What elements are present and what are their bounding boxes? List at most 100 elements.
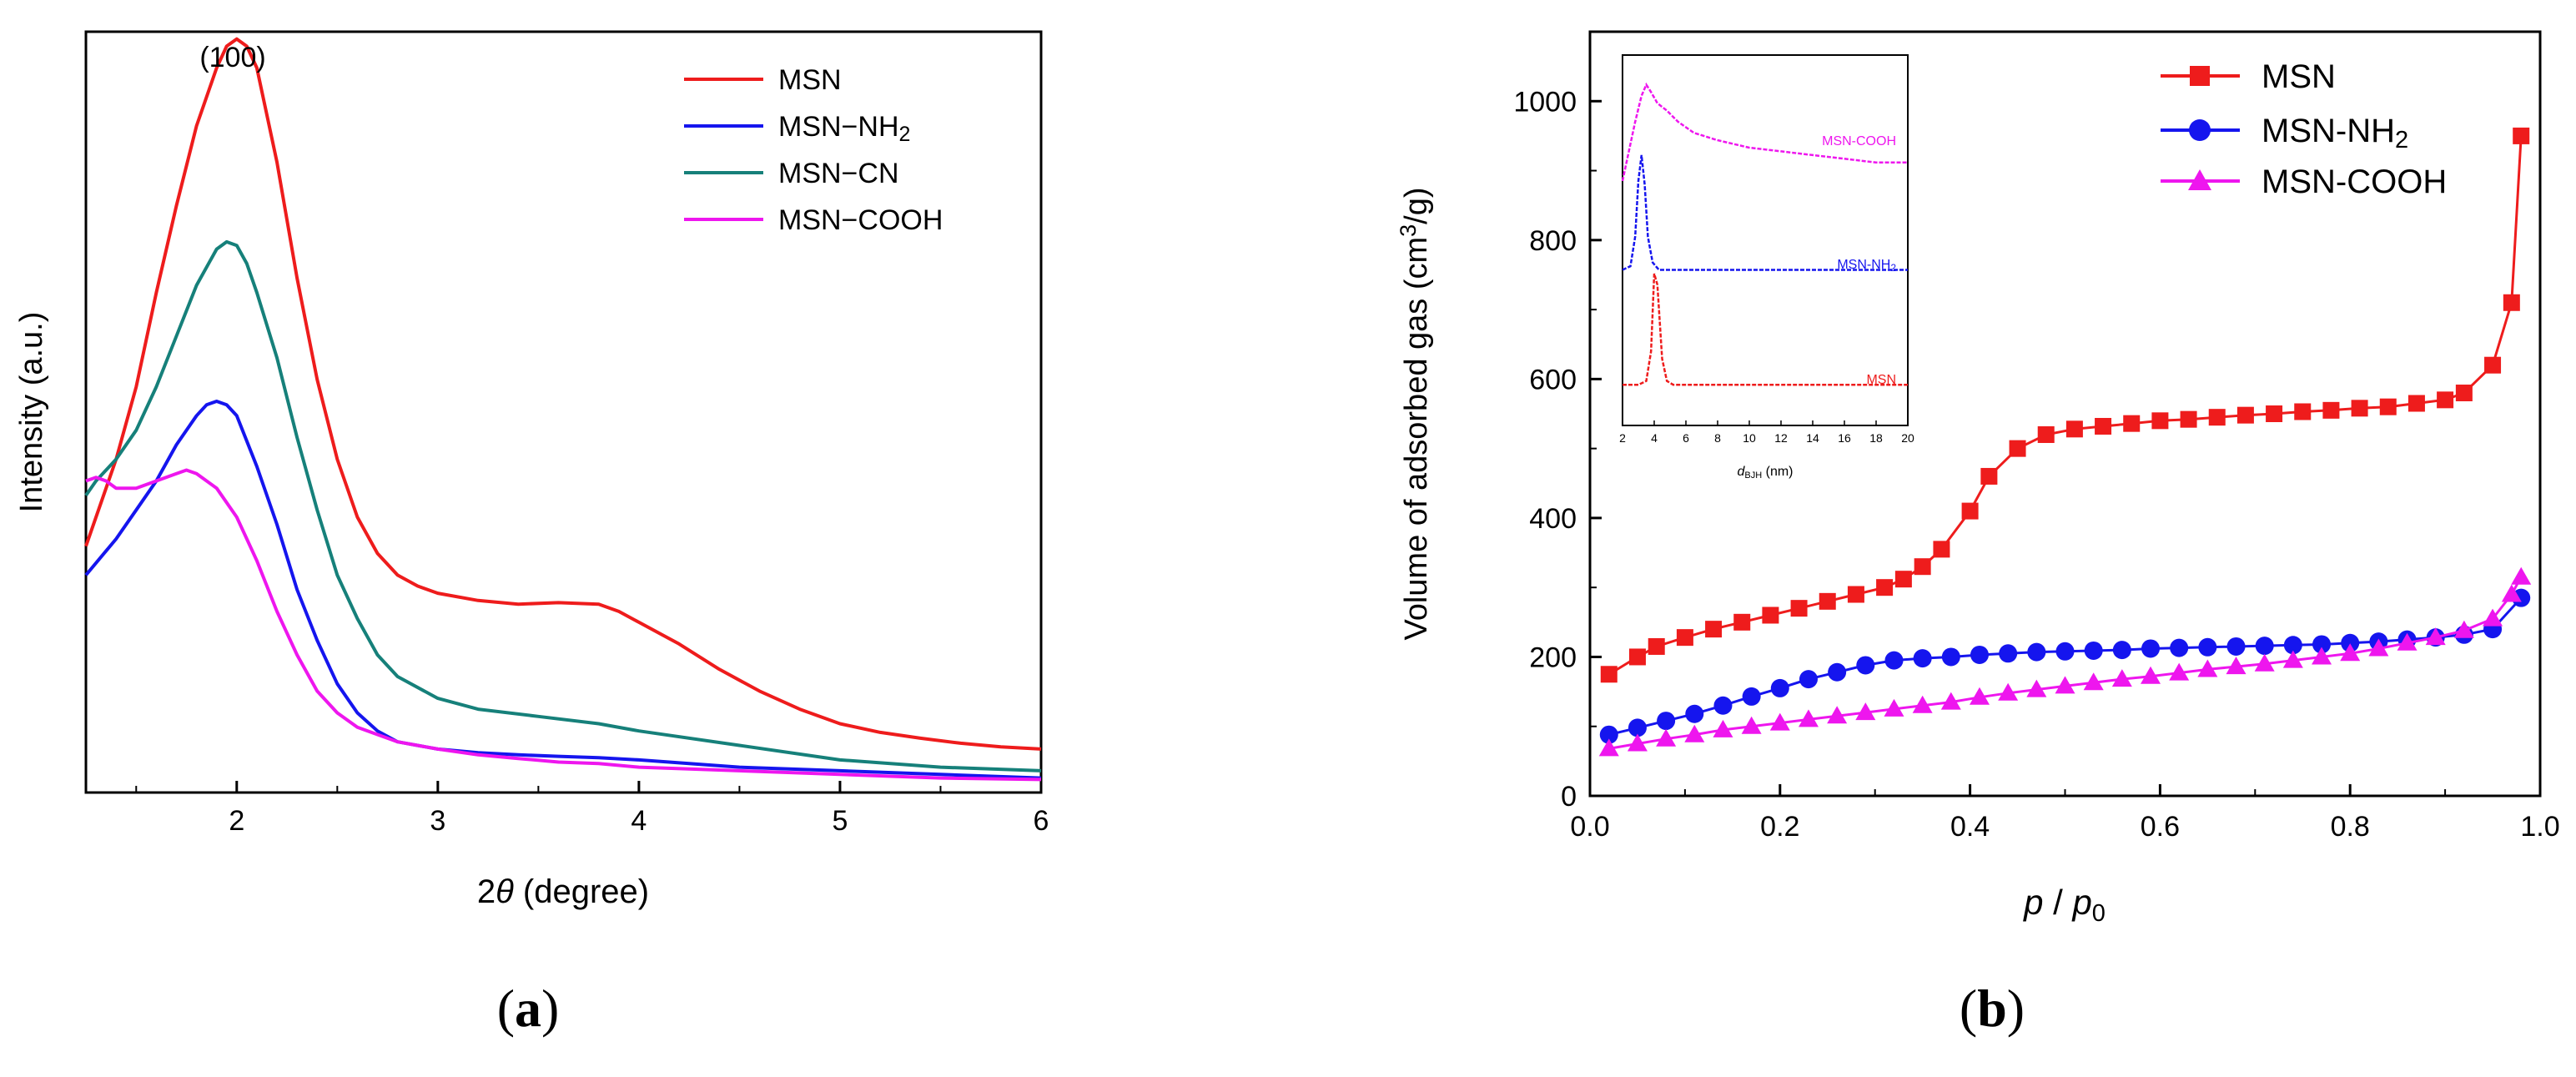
- data-point-msn: [1819, 592, 1836, 610]
- inset-x-tick-label-12: 12: [1774, 431, 1788, 445]
- data-point-msn-cooh: [1940, 692, 1961, 710]
- legend-label-msn-cooh: MSN-COOH: [2262, 164, 2447, 200]
- data-point-msn-nh2: [1599, 725, 1618, 744]
- data-point-msn: [2407, 395, 2425, 412]
- data-point-msn-cooh: [1656, 728, 1677, 747]
- panel-b-axis-ticks: 0.0 0.2 0.4 0.6 0.8 1.0 0 200 400 600 800 1000: [1513, 86, 2559, 843]
- data-point-msn: [1790, 600, 1808, 617]
- data-point-msn-cooh: [1769, 712, 1790, 731]
- legend-label-msn: MSN: [778, 64, 842, 96]
- series-line-msn-nh2: [84, 400, 1042, 780]
- data-point-msn-nh2: [1628, 718, 1647, 737]
- panel-b-x-axis-label: p / p0: [2022, 883, 2106, 927]
- inset-x-tick-label-4: 4: [1651, 431, 1658, 445]
- data-point-msn: [2379, 398, 2397, 415]
- data-point-msn: [1705, 621, 1723, 638]
- data-point-msn-nh2: [1657, 712, 1676, 731]
- panel-b-chart: 0.0 0.2 0.4 0.6 0.8 1.0 0 200 400 600 800 1000 2 4 6 8…: [1396, 30, 2560, 1038]
- data-point-msn-cooh: [1741, 716, 1762, 734]
- panel-b-legend: MSN MSN-NH2 MSN-COOH: [2161, 58, 2447, 200]
- data-point-msn: [1676, 629, 1693, 647]
- series-line-msn: [84, 37, 1042, 751]
- panel-a-plot-frame: [84, 30, 1043, 794]
- data-point-msn-nh2: [1713, 696, 1733, 715]
- data-point-msn: [2455, 385, 2473, 402]
- panel-b-label: (b): [1960, 979, 2025, 1038]
- x-tick-label-4: 4: [631, 805, 647, 837]
- data-point-msn-nh2: [2055, 642, 2075, 661]
- x-tick-label-0.8: 0.8: [2331, 811, 2370, 843]
- data-point-msn-nh2: [1999, 644, 2018, 663]
- inset-frame: [1622, 54, 1909, 426]
- data-point-msn: [2351, 400, 2368, 417]
- data-point-msn: [2294, 403, 2312, 420]
- y-tick-label-1000: 1000: [1513, 86, 1577, 118]
- data-point-msn-cooh: [2226, 657, 2246, 675]
- inset-series-line-msn-nh2: [1622, 154, 1908, 271]
- legend-label-msn-nh2: MSN−NH2: [778, 111, 910, 146]
- data-point-msn: [2236, 406, 2254, 424]
- data-point-msn-nh2: [2312, 635, 2332, 654]
- data-point-msn-nh2: [1970, 645, 1989, 664]
- inset-x-tick-label-10: 10: [1743, 431, 1756, 445]
- data-point-msn-cooh: [1884, 698, 1904, 717]
- inset-series-line-msn: [1623, 273, 1908, 386]
- legend-label-msn-nh2: MSN-NH2: [2262, 113, 2408, 153]
- data-point-msn-cooh: [1713, 719, 1733, 737]
- data-point-msn-cooh: [2368, 638, 2389, 657]
- data-point-msn-nh2: [2341, 633, 2360, 652]
- inset-x-tick-label-20: 20: [1901, 431, 1914, 445]
- data-point-msn-cooh: [2483, 608, 2503, 627]
- data-point-msn-cooh: [1798, 709, 1819, 727]
- data-point-msn: [2208, 409, 2226, 426]
- data-point-msn-nh2: [1685, 704, 1704, 723]
- inset-x-tick-label-6: 6: [1683, 431, 1689, 445]
- data-point-msn: [1628, 648, 1646, 666]
- data-point-msn: [2123, 415, 2141, 432]
- data-point-msn-cooh: [2312, 647, 2332, 665]
- series-line-msn-cn: [84, 239, 1042, 773]
- panel-a-x-axis-label: 2θ (degree): [477, 873, 649, 910]
- inset-x-ticks: 2 4 6 8 10 12 14 16 18 20: [1619, 420, 1914, 445]
- data-point-msn-nh2: [2141, 639, 2161, 658]
- inset-label-msn-cooh: MSN-COOH: [1822, 134, 1896, 148]
- data-point-msn: [2322, 401, 2340, 419]
- inset-x-tick-label-16: 16: [1838, 431, 1851, 445]
- data-point-msn: [1600, 666, 1618, 683]
- data-point-msn: [2065, 420, 2083, 438]
- x-tick-label-0.2: 0.2: [1760, 811, 1799, 843]
- data-point-msn-cooh: [1969, 687, 1990, 705]
- data-point-msn-cooh: [2083, 672, 2104, 691]
- data-point-msn: [2009, 440, 2026, 457]
- inset-x-axis-label: dBJH (nm): [1737, 465, 1793, 481]
- data-point-msn-nh2: [2198, 637, 2217, 657]
- series-line-msn-cooh: [1608, 576, 2523, 750]
- data-point-msn-nh2: [1856, 656, 1875, 675]
- legend-label-msn: MSN: [2262, 58, 2336, 95]
- inset-x-tick-label-2: 2: [1619, 431, 1626, 445]
- data-point-msn: [1876, 579, 1894, 596]
- data-point-msn-cooh: [2197, 659, 2218, 677]
- data-point-msn: [1847, 586, 1864, 603]
- data-point-msn-cooh: [2425, 627, 2446, 646]
- data-point-msn: [1762, 606, 1779, 624]
- x-tick-label-6: 6: [1034, 805, 1049, 837]
- data-point-msn: [1961, 502, 1979, 520]
- y-tick-label-200: 200: [1529, 642, 1577, 673]
- data-point-msn: [1648, 637, 1665, 655]
- panel-b-y-axis-label: Volume of adsorbed gas (cm3/g): [1396, 187, 1434, 640]
- legend-marker-msn-cooh: [2188, 169, 2211, 190]
- data-point-msn: [2266, 405, 2283, 422]
- data-point-msn-cooh: [2055, 676, 2075, 694]
- data-point-msn: [2437, 391, 2454, 409]
- data-point-msn: [2180, 410, 2197, 428]
- inset-x-tick-label-8: 8: [1714, 431, 1721, 445]
- data-point-msn-nh2: [2084, 641, 2103, 660]
- data-point-msn: [1933, 541, 1950, 558]
- data-point-msn-cooh: [1684, 724, 1705, 742]
- data-point-msn-nh2: [1828, 662, 1847, 682]
- data-point-msn: [2095, 417, 2112, 435]
- x-tick-label-0.4: 0.4: [1950, 811, 1990, 843]
- data-point-msn-cooh: [1912, 695, 1933, 713]
